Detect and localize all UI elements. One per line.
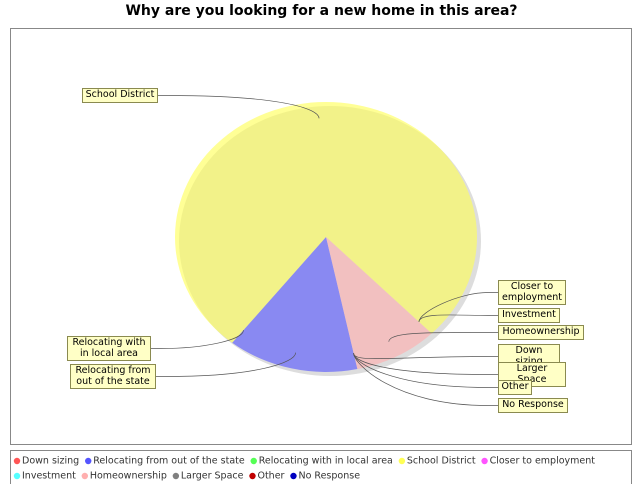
slice-label: Relocating with in local area [67,336,151,361]
leader-line [353,353,498,375]
legend-label: Relocating from out of the state [93,456,245,467]
slice-label: Closer to employment [498,280,566,305]
legend-marker [249,472,256,480]
legend [10,450,632,484]
chart-title: Why are you looking for a new home in th… [125,3,518,19]
legend-label: Relocating with in local area [259,456,393,467]
leader-line [353,353,498,360]
slice-label: Other [498,380,532,395]
legend-label: Closer to employment [490,456,596,467]
slice-label: Homeownership [498,325,584,340]
legend-marker [398,457,406,465]
legend-label: School District [407,456,476,467]
legend-marker [13,457,21,465]
leader-line [151,330,244,349]
leader-line [158,95,320,119]
legend-label: No Response [298,471,360,482]
leader-line [388,332,498,342]
legend-marker [172,472,180,480]
legend-label: Homeownership [90,471,167,482]
leader-line [353,353,498,388]
legend-marker [290,472,297,480]
pie-slice [232,237,358,372]
leader-line [418,292,498,322]
slice-label: Investment [498,308,560,323]
legend-marker [81,472,89,480]
legend-label: Investment [22,471,76,482]
plot-area [10,28,632,445]
leader-line [353,353,498,406]
pie-slice [174,102,478,343]
slice-label: School District [82,88,158,103]
legend-marker [13,472,21,480]
legend-marker [481,457,488,465]
slice-label: Relocating from out of the state [70,364,156,389]
pie-slice [326,237,432,370]
leader-line [156,352,297,377]
slice-label: No Response [498,398,568,413]
legend-label: Down sizing [22,456,79,467]
legend-marker [250,457,257,465]
legend-marker [85,457,92,465]
legend-label: Larger Space [181,471,244,482]
leader-line [418,314,498,323]
legend-label: Other [257,471,284,482]
